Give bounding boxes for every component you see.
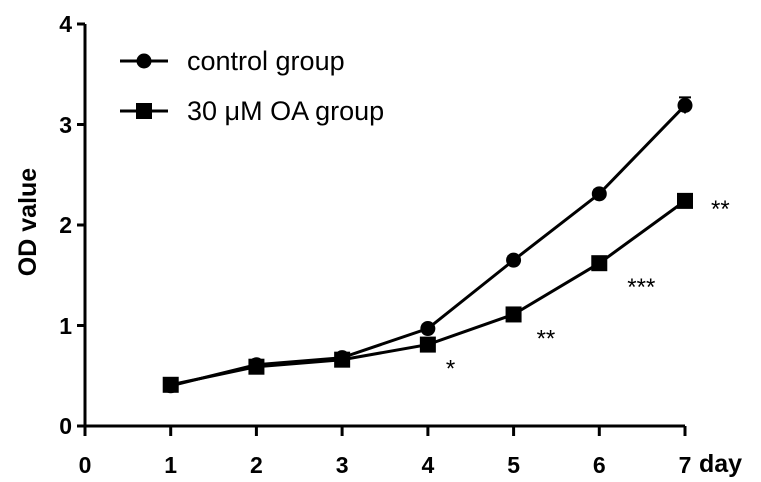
y-axis: 0 1 2 3 4 OD value [14,11,87,439]
y-tick-label-2: 2 [59,212,72,238]
point-oa-day-6 [591,255,608,272]
point-control-day-2 [248,357,264,373]
x-tick-label-2: 2 [250,452,263,478]
y-axis-title: OD value [14,168,42,276]
legend-item-control: control group [120,46,345,76]
legend: control group 30 μM OA group [120,46,384,126]
x-tick-label-3: 3 [336,452,349,478]
significance-day-6: *** [627,274,655,301]
x-axis: 0 1 2 3 4 5 6 7 day [79,424,742,478]
x-axis-title: day [699,450,742,478]
point-control-day-5 [506,252,522,268]
x-tick-label-1: 1 [164,452,177,478]
x-tick-label-6: 6 [593,452,606,478]
legend-marker-square [136,103,152,119]
point-control-day-6 [591,186,607,202]
y-tick-label-3: 3 [59,112,72,138]
x-tick-label-0: 0 [79,452,92,478]
significance-day-4: * [446,356,455,383]
y-tick-label-4: 4 [59,11,72,37]
significance-day-5: ** [537,325,556,352]
x-tick-label-7: 7 [679,452,692,478]
series-line-oa [170,199,686,387]
y-tick-label-1: 1 [59,313,72,339]
point-oa-day-5 [505,306,522,323]
point-oa-day-7 [677,192,693,209]
legend-label-control: control group [187,46,345,76]
legend-label-oa: 30 μM OA group [187,96,384,126]
legend-marker-circle [136,53,152,69]
point-control-day-1 [163,378,179,394]
significance-day-7: ** [711,196,730,223]
point-control-day-3 [334,350,350,366]
point-control-day-7 [677,97,693,113]
x-tick-label-4: 4 [422,452,435,478]
point-oa-day-4 [419,336,436,353]
point-control-day-4 [420,321,436,337]
x-tick-label-5: 5 [507,452,520,478]
legend-item-oa: 30 μM OA group [120,96,384,126]
y-tick-label-0: 0 [59,413,72,439]
plot-area: ******** [162,96,730,394]
